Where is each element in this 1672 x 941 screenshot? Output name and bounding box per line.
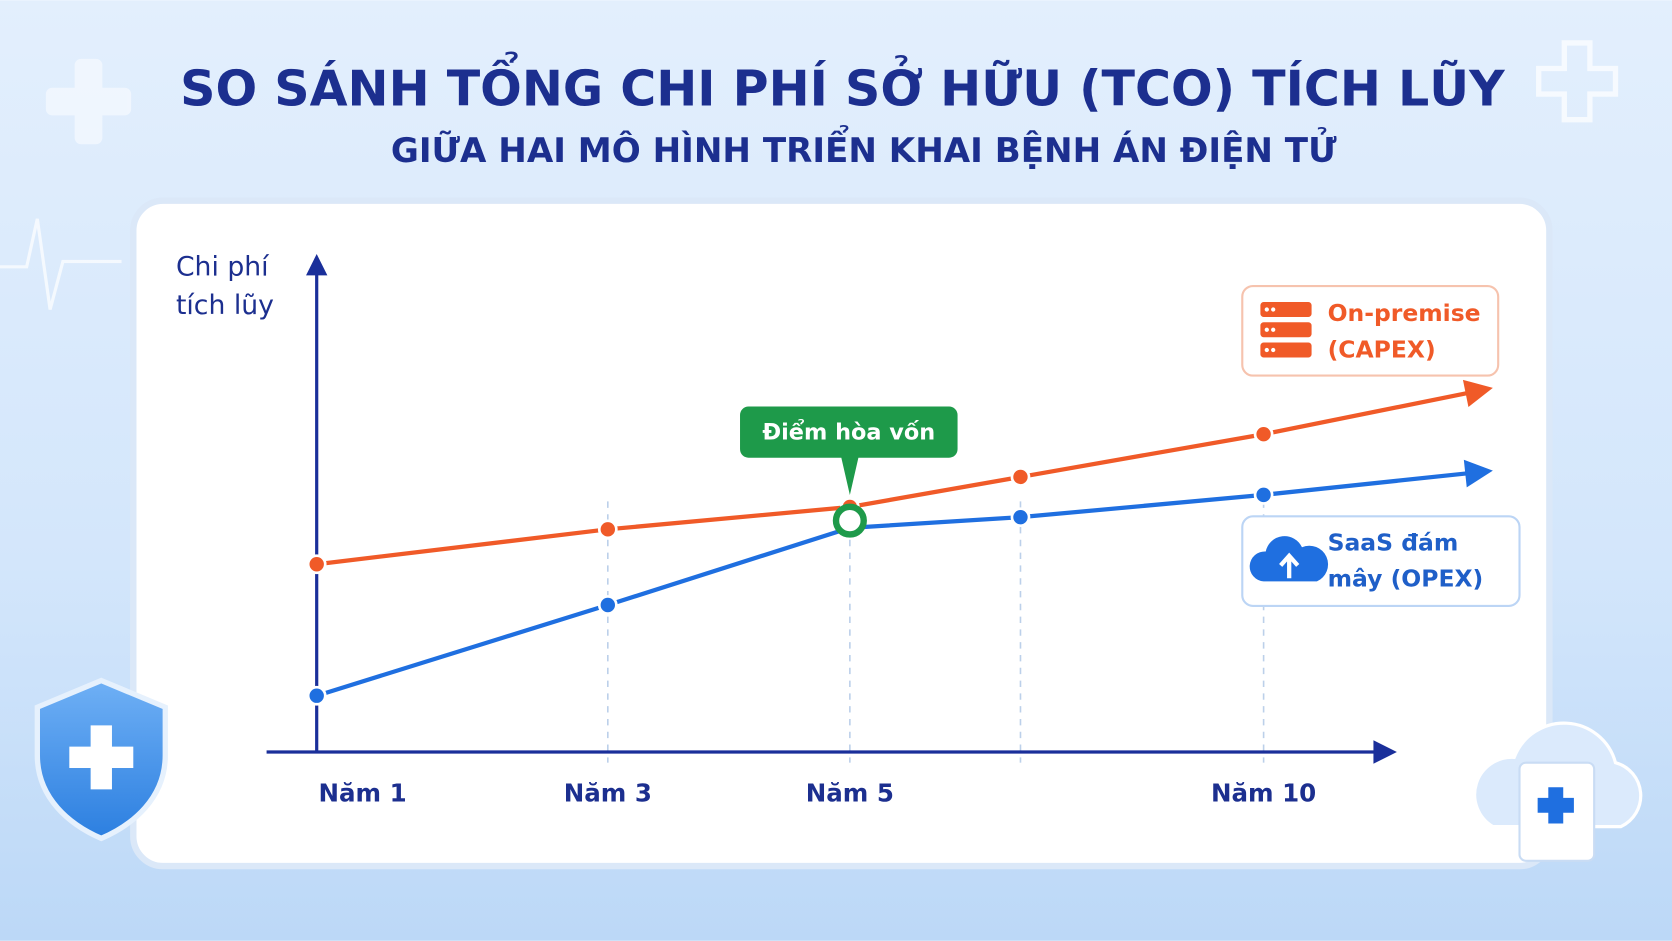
- trend-arrow: [1462, 379, 1493, 407]
- x-tick-label: Năm 1: [318, 779, 406, 808]
- server-icon: [1260, 302, 1312, 358]
- trend-arrow: [1463, 459, 1493, 488]
- data-point: [597, 519, 618, 540]
- data-point: [1010, 507, 1031, 528]
- x-tick-label: Năm 5: [806, 779, 894, 808]
- legend-entry-box: SaaS đám mây (OPEX): [1327, 530, 1484, 594]
- chart-subtitle: GIỮA HAI MÔ HÌNH TRIỂN KHAI BỆNH ÁN ĐIỆN…: [391, 125, 1337, 171]
- decoration: [45, 58, 132, 145]
- x-axis-arrow: [1373, 740, 1397, 764]
- y-axis-label-box: Chi phí tích lũy: [175, 250, 274, 321]
- trend-extension: [1263, 470, 1474, 497]
- data-point: [1253, 424, 1274, 445]
- data-point: [597, 595, 618, 615]
- data-point: [1010, 467, 1031, 487]
- cloud-icon: [1249, 536, 1329, 582]
- decoration: [0, 40, 1619, 310]
- annotation-text: Điểm hòa vốn: [762, 418, 935, 446]
- legend-entry: On-premise (CAPEX): [1327, 300, 1481, 364]
- shield-icon: [34, 677, 168, 842]
- chart-title: SO SÁNH TỔNG CHI PHÍ SỞ HỮU (TCO) TÍCH L…: [180, 50, 1505, 117]
- data-point: [306, 685, 327, 706]
- x-tick-label: Năm 10: [1211, 779, 1316, 808]
- data-point: [306, 554, 327, 575]
- breakeven-marker: [832, 503, 867, 538]
- legend-box: [1241, 515, 1521, 607]
- legend-entry: SaaS đám mây (OPEX): [1327, 530, 1484, 594]
- y-axis-arrow: [306, 254, 328, 276]
- data-point: [1253, 485, 1274, 505]
- cloud-doc-icon: [1473, 721, 1643, 862]
- legend-entry-box: On-premise (CAPEX): [1327, 300, 1481, 364]
- annotation-callout: [740, 406, 958, 496]
- plot: Năm 1 Năm 3 Năm 5 Năm 10 Điểm hòa vốn: [266, 254, 1493, 808]
- y-axis-label: Chi phí tích lũy: [175, 250, 274, 321]
- trend-extension: [1263, 389, 1475, 437]
- x-tick-label: Năm 3: [564, 779, 652, 808]
